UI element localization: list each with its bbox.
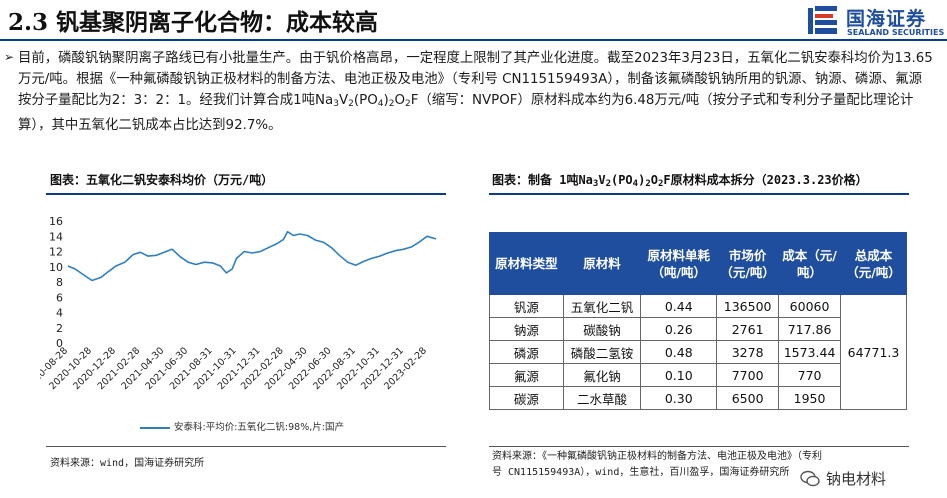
wechat-icon bbox=[800, 470, 820, 487]
table-row: 磷源 磷酸二氢铵 0.48 3278 1573.44 bbox=[489, 340, 907, 364]
caption-sub-1: 3 bbox=[592, 179, 599, 189]
table-row: 碳源 二水草酸 0.30 6500 1950 bbox=[489, 386, 907, 410]
cell-material: 磷酸二氢铵 bbox=[562, 340, 642, 364]
bullet-arrow-icon: ➢ bbox=[4, 50, 15, 64]
cell-material: 氟化钠 bbox=[562, 363, 642, 387]
cell-price: 3278 bbox=[716, 340, 780, 364]
header-cost: 成本（元/吨） bbox=[778, 232, 842, 295]
cell-material: 碳酸钠 bbox=[562, 317, 642, 341]
company-logo: 国海证券 SEALAND SECURITIES bbox=[808, 4, 945, 38]
cell-consumption: 0.48 bbox=[640, 340, 718, 364]
para-sub-5: 2 bbox=[404, 99, 411, 109]
y-tick-label: 10 bbox=[49, 261, 63, 274]
cost-breakdown-table: 原材料类型 原材料 原材料单耗（吨/吨） 市场价（元/吨） 成本（元/吨） 总成… bbox=[489, 232, 907, 410]
cell-consumption: 0.10 bbox=[640, 363, 718, 387]
y-tick-label: 12 bbox=[49, 246, 63, 259]
table-row: 钒源 五氧化二钒 0.44 136500 60060 64771.3 bbox=[489, 294, 907, 410]
y-tick-label: 14 bbox=[49, 230, 63, 243]
para-text-3: (PO bbox=[353, 93, 378, 108]
header-material: 原材料 bbox=[562, 232, 642, 295]
para-sub-4: 2 bbox=[388, 99, 395, 109]
right-source: 资料来源：《一种氟磷酸钒钠正极材料的制备方法、电池正极及电池》（专利号 CN11… bbox=[492, 449, 822, 481]
cell-consumption: 0.30 bbox=[640, 386, 718, 410]
logo-chinese-name: 国海证券 bbox=[846, 8, 927, 30]
para-sub-2: 2 bbox=[348, 99, 354, 109]
table-header-row: 原材料类型 原材料 原材料单耗（吨/吨） 市场价（元/吨） 成本（元/吨） 总成… bbox=[489, 232, 907, 295]
header-total-cost: 总成本（元/吨） bbox=[840, 232, 907, 295]
table-row: 钠源 碳酸钠 0.26 2761 717.86 bbox=[489, 317, 907, 341]
caption-part-d: ) bbox=[638, 173, 646, 187]
para-text-4: ) bbox=[383, 93, 389, 108]
cell-type: 钒源 bbox=[489, 294, 564, 318]
header-divider bbox=[0, 39, 947, 41]
header-unit-consumption: 原材料单耗（吨/吨） bbox=[640, 232, 718, 295]
cell-material: 五氧化二钒 bbox=[562, 294, 642, 318]
cell-type: 碳源 bbox=[489, 386, 564, 410]
cell-type: 磷源 bbox=[489, 340, 564, 364]
cell-cost: 1950 bbox=[778, 386, 842, 410]
y-tick-label: 2 bbox=[56, 322, 63, 335]
cell-type: 氟源 bbox=[489, 363, 564, 387]
cell-total-cost: 64771.3 bbox=[840, 294, 907, 410]
cell-price: 6500 bbox=[716, 386, 780, 410]
caption-part-c: (PO bbox=[610, 173, 633, 187]
left-source-rule bbox=[46, 446, 446, 447]
right-source-line-1: 资料来源：《一种氟磷酸钒钠正极材料的制备方法、电池正极及电池》（专利 bbox=[492, 451, 822, 462]
y-tick-label: 0 bbox=[56, 337, 63, 350]
table-row: 氟源 氟化钠 0.10 7700 770 bbox=[489, 363, 907, 387]
para-text-6: F（缩写：NVPOF）原材料成本约为6.48万元/吨（按分子式和专利分子量配比理… bbox=[18, 93, 914, 133]
para-text-5: O bbox=[394, 93, 405, 108]
para-text-1: 目前，磷酸钒钠聚阴离子路线已有小批量生产。由于钒价格高昂，一定程度上限制了其产业… bbox=[18, 51, 933, 108]
page-title: 2.3 钒基聚阴离子化合物：成本较高 bbox=[8, 9, 379, 36]
cell-cost: 60060 bbox=[778, 294, 842, 318]
right-source-rule bbox=[489, 446, 909, 447]
y-tick-label: 4 bbox=[56, 307, 63, 320]
caption-part-b: V bbox=[598, 173, 606, 187]
series-line bbox=[67, 230, 437, 282]
cell-price: 136500 bbox=[716, 294, 780, 318]
legend-label: 安泰科:平均价:五氧化二钒:98%,片:国产 bbox=[174, 422, 344, 433]
right-table-caption: 图表：制备 1吨Na3V2(PO4)2O2F原材料成本拆分（2023.3.23价… bbox=[492, 171, 868, 189]
caption-sub-3: 4 bbox=[632, 179, 639, 189]
y-tick-label: 8 bbox=[56, 276, 63, 289]
header-material-type: 原材料类型 bbox=[489, 232, 564, 295]
cell-consumption: 0.26 bbox=[640, 317, 718, 341]
y-tick-label: 16 bbox=[49, 215, 63, 228]
left-caption-rule bbox=[46, 193, 446, 195]
y-tick-label: 6 bbox=[56, 291, 63, 304]
vanadium-price-chart: 02468101214162020-08-282020-10-282020-12… bbox=[40, 215, 437, 392]
watermark-text: 钠电材料 bbox=[826, 470, 887, 488]
cell-material: 二水草酸 bbox=[562, 386, 642, 410]
cell-cost: 717.86 bbox=[778, 317, 842, 341]
caption-sub-4: 2 bbox=[645, 179, 651, 189]
left-source: 资料来源：wind，国海证券研究所 bbox=[50, 458, 205, 469]
caption-part-f: F原材料成本拆分（2023.3.23价格） bbox=[663, 173, 868, 187]
cell-type: 钠源 bbox=[489, 317, 564, 341]
para-text-2: V bbox=[338, 93, 349, 108]
para-sub-3: 4 bbox=[377, 99, 384, 109]
cell-cost: 1573.44 bbox=[778, 340, 842, 364]
right-caption-rule bbox=[489, 193, 909, 195]
caption-part-a: 图表：制备 1吨Na bbox=[492, 173, 593, 187]
body-paragraph: 目前，磷酸钒钠聚阴离子路线已有小批量生产。由于钒价格高昂，一定程度上限制了其产业… bbox=[18, 48, 933, 136]
caption-part-e: O bbox=[650, 173, 658, 187]
left-chart-caption: 图表：五氧化二钒安泰科均价（万元/吨） bbox=[50, 173, 274, 187]
caption-sub-5: 2 bbox=[657, 179, 664, 189]
cell-consumption: 0.44 bbox=[640, 294, 718, 318]
chart-legend: 安泰科:平均价:五氧化二钒:98%,片:国产 bbox=[140, 419, 344, 433]
caption-sub-2: 2 bbox=[605, 179, 611, 189]
para-sub-1: 3 bbox=[333, 99, 339, 109]
legend-line-swatch bbox=[140, 426, 170, 429]
logo-english-name: SEALAND SECURITIES bbox=[847, 28, 945, 37]
cell-price: 2761 bbox=[716, 317, 780, 341]
header-market-price: 市场价（元/吨） bbox=[716, 232, 780, 295]
sealand-logo-icon bbox=[808, 6, 837, 34]
right-source-line-2: 号 CN115159493A），wind，生意社，百川盈孚，国海证券研究所 bbox=[492, 467, 790, 478]
cell-price: 7700 bbox=[716, 363, 780, 387]
cell-cost: 770 bbox=[778, 363, 842, 387]
